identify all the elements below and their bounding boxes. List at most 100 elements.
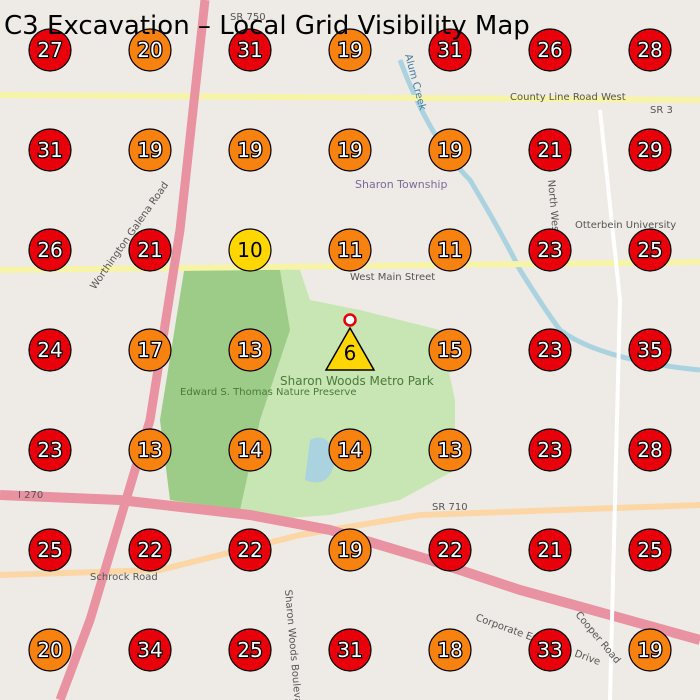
map-label: SR 710 bbox=[432, 502, 468, 513]
cell-value: 21 bbox=[137, 238, 162, 262]
cell-value: 24 bbox=[37, 338, 62, 362]
grid-point bbox=[228, 628, 272, 672]
grid-point bbox=[328, 228, 372, 272]
grid-point bbox=[528, 128, 572, 172]
map-label: Sharon Woods Metro Park bbox=[280, 374, 434, 388]
cell-value: 22 bbox=[237, 538, 262, 562]
map-label: SR 3 bbox=[650, 105, 673, 116]
grid-point bbox=[28, 428, 72, 472]
cell-value: 31 bbox=[37, 138, 62, 162]
map-title: C3 Excavation – Local Grid Visibility Ma… bbox=[4, 11, 530, 41]
map-label: SR 750 bbox=[230, 12, 266, 23]
grid-point bbox=[28, 28, 72, 72]
map-label: Sharon Township bbox=[355, 178, 447, 191]
cell-value: 31 bbox=[437, 38, 462, 62]
map-label: West Main Street bbox=[350, 272, 435, 283]
cell-value: 18 bbox=[437, 638, 462, 662]
cell-value: 25 bbox=[637, 538, 662, 562]
grid-point bbox=[528, 628, 572, 672]
cell-value: 19 bbox=[637, 638, 662, 662]
grid-point bbox=[428, 428, 472, 472]
road bbox=[598, 109, 623, 700]
grid-point bbox=[528, 328, 572, 372]
grid-point bbox=[628, 228, 672, 272]
cell-value: 14 bbox=[237, 438, 262, 462]
cell-value: 27 bbox=[37, 38, 62, 62]
grid-point bbox=[228, 128, 272, 172]
grid-point bbox=[328, 128, 372, 172]
cell-value: 25 bbox=[637, 238, 662, 262]
cell-value: 23 bbox=[537, 438, 562, 462]
cell-value: 14 bbox=[337, 438, 362, 462]
map-label: I 270 bbox=[18, 490, 43, 501]
grid-point bbox=[428, 328, 472, 372]
cell-value: 31 bbox=[237, 38, 262, 62]
cell-value: 20 bbox=[137, 38, 162, 62]
cell-value: 23 bbox=[537, 238, 562, 262]
cell-value: 19 bbox=[337, 538, 362, 562]
map-label: County Line Road West bbox=[510, 92, 626, 103]
cell-value: 34 bbox=[137, 638, 162, 662]
cell-value: 22 bbox=[437, 538, 462, 562]
cell-value: 11 bbox=[437, 238, 462, 262]
grid-point bbox=[428, 28, 472, 72]
grid-point bbox=[328, 528, 372, 572]
cell-value: 17 bbox=[137, 338, 162, 362]
grid-point bbox=[628, 28, 672, 72]
cell-value: 19 bbox=[337, 138, 362, 162]
cell-value: 33 bbox=[537, 638, 562, 662]
cell-value: 26 bbox=[537, 38, 562, 62]
cell-value: 20 bbox=[37, 638, 62, 662]
cell-value: 11 bbox=[337, 238, 362, 262]
grid-point bbox=[528, 528, 572, 572]
cell-value: 23 bbox=[537, 338, 562, 362]
site-marker bbox=[324, 326, 376, 371]
cell-value: 19 bbox=[437, 138, 462, 162]
grid-point bbox=[128, 428, 172, 472]
cell-value: 25 bbox=[37, 538, 62, 562]
grid-point bbox=[628, 428, 672, 472]
nature-preserve bbox=[160, 265, 290, 510]
grid-point bbox=[428, 128, 472, 172]
grid-point bbox=[228, 528, 272, 572]
map-label: Schrock Road bbox=[90, 572, 158, 583]
cell-value: 13 bbox=[237, 338, 262, 362]
cell-value: 29 bbox=[637, 138, 662, 162]
grid-point bbox=[28, 228, 72, 272]
grid-point bbox=[28, 328, 72, 372]
grid-point bbox=[128, 128, 172, 172]
grid-point bbox=[628, 528, 672, 572]
cell-value: 22 bbox=[137, 538, 162, 562]
cell-value: 13 bbox=[437, 438, 462, 462]
grid-point bbox=[328, 428, 372, 472]
grid-point bbox=[528, 428, 572, 472]
cell-value: 35 bbox=[637, 338, 662, 362]
cell-value: 21 bbox=[537, 138, 562, 162]
cell-value: 19 bbox=[237, 138, 262, 162]
grid-point bbox=[228, 28, 272, 72]
cell-value: 25 bbox=[237, 638, 262, 662]
grid-point bbox=[228, 428, 272, 472]
grid-point bbox=[528, 228, 572, 272]
grid-point bbox=[428, 628, 472, 672]
cell-value: 13 bbox=[137, 438, 162, 462]
cell-value: 26 bbox=[37, 238, 62, 262]
grid-point bbox=[428, 228, 472, 272]
grid-point bbox=[28, 128, 72, 172]
cell-value: 21 bbox=[537, 538, 562, 562]
map-label: Edward S. Thomas Nature Preserve bbox=[180, 387, 357, 398]
grid-point bbox=[328, 628, 372, 672]
grid-point bbox=[28, 528, 72, 572]
grid-point bbox=[128, 328, 172, 372]
grid-point bbox=[128, 28, 172, 72]
cell-value: 10 bbox=[237, 238, 262, 262]
grid-point bbox=[228, 328, 272, 372]
cell-value: 28 bbox=[637, 438, 662, 462]
grid-point bbox=[28, 628, 72, 672]
visibility-grid: 27 20 31 19 31 26 28 31 19 19 19 19 21 29 26 21 10 11 11 23… bbox=[28, 28, 672, 672]
cell-value: 15 bbox=[437, 338, 462, 362]
site-pin bbox=[343, 313, 357, 327]
grid-point bbox=[628, 628, 672, 672]
grid-point bbox=[628, 128, 672, 172]
